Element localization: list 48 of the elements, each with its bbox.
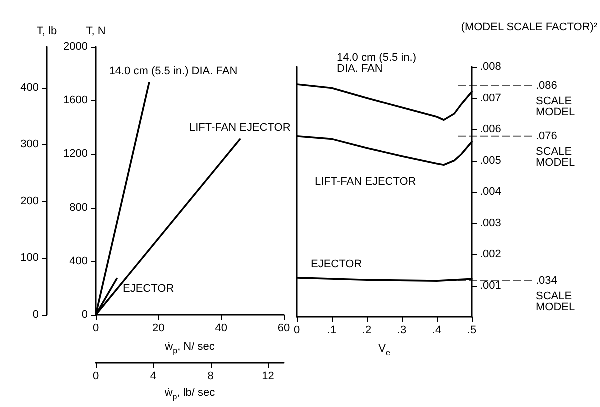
series-label: 14.0 cm (5.5 in.) DIA. FAN [337, 52, 420, 75]
y-tick-label: .007 [480, 92, 502, 104]
y-tick-label: .001 [480, 280, 502, 292]
y-tick-label: 2000 [64, 41, 88, 53]
x-tick-label: 0 [92, 322, 100, 334]
x-tick-label: .3 [397, 324, 407, 336]
text: (MODEL SCALE FACTOR)² [461, 22, 598, 34]
text: SCALE MODEL [536, 146, 576, 169]
y-tick-label: 800 [70, 202, 88, 214]
x-tick-label: .5 [467, 324, 477, 336]
text: SCALE MODEL [536, 95, 576, 118]
y-tick-label: 1600 [64, 94, 88, 107]
x2-tick-label: 4 [150, 370, 156, 382]
y-tick-label: 400 [70, 255, 88, 268]
y-tick-label: .002 [480, 248, 502, 260]
y-tick-label: .006 [480, 124, 502, 136]
x2-tick-label: 0 [92, 370, 100, 382]
y2-tick-label: 300 [20, 138, 39, 151]
y-tick-label: .004 [480, 186, 502, 198]
x-tick-label: .4 [432, 324, 442, 336]
series-label: LIFT-FAN EJECTOR [315, 176, 416, 188]
text: .034 [536, 274, 558, 287]
x-tick-label: 60 [278, 322, 290, 334]
text: .076 [536, 130, 558, 142]
y-tick-label: .005 [480, 154, 502, 167]
x-tick-label: .1 [327, 324, 337, 336]
y2-tick-label: 0 [32, 309, 39, 321]
x-tick-label: 40 [215, 322, 228, 334]
y2-tick-label: 200 [20, 195, 39, 208]
y2-tick-label: 100 [20, 252, 39, 264]
y-axis-title: T, N [86, 26, 106, 38]
series-label: EJECTOR [311, 258, 362, 270]
series-label: LIFT-FAN EJECTOR [190, 122, 291, 134]
text: .086 [536, 80, 558, 92]
y-tick-label: 0 [82, 309, 88, 321]
text: 14.0 cm (5.5 in.) DIA. FAN [109, 66, 238, 78]
x-tick-label: .2 [362, 324, 372, 336]
y2-tick-label: 400 [20, 82, 39, 94]
x-tick-label: 20 [152, 322, 165, 334]
y-tick-label: 1200 [64, 148, 88, 160]
text: SCALE MODEL [536, 290, 576, 314]
series-label: EJECTOR [122, 282, 174, 295]
y2-axis-title: T, lb [36, 26, 58, 38]
y-tick-label: .008 [480, 61, 502, 73]
x2-tick-label: 12 [262, 370, 274, 382]
x2-tick-label: 8 [208, 370, 214, 382]
y-tick-label: .003 [480, 217, 502, 230]
x-tick-label: 0 [294, 324, 300, 336]
